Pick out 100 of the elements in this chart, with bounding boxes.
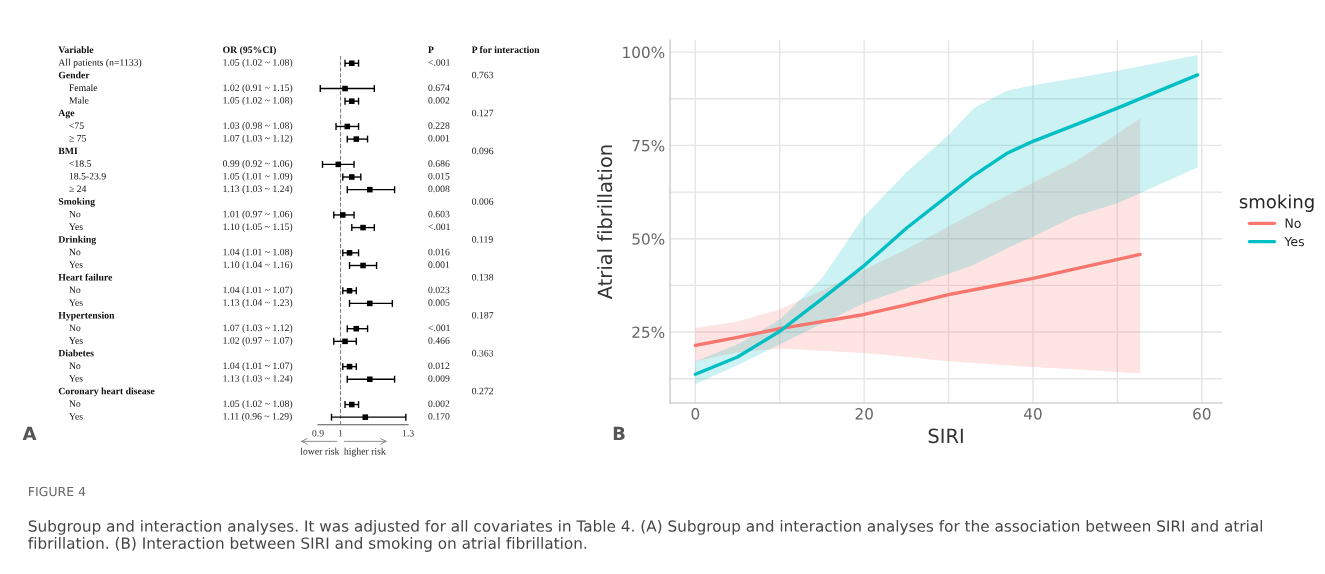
- text: 0.674: [428, 84, 450, 92]
- text: 0.012: [428, 362, 450, 370]
- category-label: Yes: [69, 261, 83, 268]
- point: [349, 401, 355, 408]
- point: [340, 212, 346, 218]
- point: [342, 85, 348, 92]
- data-label: 1.04 (1.01 ~ 1.07): [223, 286, 293, 296]
- point: [349, 174, 355, 180]
- category-label: No: [69, 400, 81, 407]
- text: Variable: [58, 46, 94, 54]
- x-tick-label: 20: [855, 408, 873, 420]
- x-tick-label: 0: [691, 408, 700, 420]
- category-label: All patients (n=1133): [58, 58, 142, 68]
- text: lower risk: [300, 447, 340, 455]
- text: <.001: [428, 324, 450, 332]
- point: [346, 288, 353, 294]
- point: [360, 262, 366, 269]
- text: 0.096: [472, 147, 494, 155]
- category-label: Yes: [69, 375, 83, 382]
- text: 0.006: [472, 198, 494, 205]
- text: B: [613, 426, 625, 440]
- text: 0.005: [428, 299, 450, 306]
- category-label: Age: [58, 109, 75, 119]
- text: 0.127: [472, 109, 494, 117]
- category-label: Drinking: [58, 235, 97, 245]
- point: [362, 414, 369, 420]
- data-label: 1.05 (1.02 ~ 1.08): [223, 400, 293, 409]
- data-label: 1.05 (1.02 ~ 1.08): [223, 96, 293, 106]
- text: 0.016: [428, 248, 450, 256]
- category-label: Yes: [69, 413, 83, 420]
- caption: FIGURE 4: [29, 486, 86, 497]
- point: [367, 186, 373, 193]
- category-label: Yes: [69, 223, 83, 231]
- text: <.001: [428, 223, 450, 231]
- category-label: No: [69, 210, 81, 218]
- text: 0.008: [428, 185, 450, 193]
- data-label: 1.04 (1.01 ~ 1.07): [223, 362, 293, 372]
- category-label: Yes: [69, 299, 83, 306]
- y-axis-title: Atrial fibrillation: [597, 145, 613, 300]
- data-label: 0.99 (0.92 ~ 1.06): [222, 159, 293, 169]
- category-label: No: [69, 324, 81, 332]
- data-label: 1.10 (1.04 ~ 1.16): [223, 261, 293, 270]
- category-label: Diabetes: [58, 349, 94, 357]
- data-label: 1.04 (1.01 ~ 1.08): [223, 248, 293, 258]
- legend-title: smoking: [1239, 194, 1314, 212]
- y-tick-label: 100%: [623, 46, 665, 59]
- point: [349, 60, 355, 67]
- text: 0.015: [428, 172, 450, 180]
- point: [360, 224, 366, 231]
- category-label: Coronary heart disease: [58, 387, 155, 397]
- text: <.001: [428, 59, 450, 66]
- category-label: ≥ 75: [69, 135, 87, 142]
- x-tick-label: 40: [1024, 408, 1042, 420]
- data-label: 1.01 (0.97 ~ 1.06): [223, 210, 293, 220]
- legend-label: Yes: [1284, 236, 1305, 247]
- text: P for interaction: [471, 46, 540, 54]
- legend-label: No: [1285, 218, 1301, 228]
- data-label: 1.05 (1.02 ~ 1.08): [223, 58, 293, 68]
- data-label: 1.13 (1.03 ~ 1.24): [223, 374, 293, 384]
- text: 0.002: [428, 400, 450, 408]
- point: [367, 376, 373, 383]
- text: 0.272: [472, 387, 494, 395]
- category-label: No: [69, 248, 81, 256]
- text: A: [22, 426, 37, 440]
- y-tick-label: 25%: [632, 326, 665, 339]
- text: higher risk: [344, 447, 386, 457]
- data-label: 1.05 (1.01 ~ 1.09): [223, 172, 293, 182]
- category-label: No: [69, 362, 81, 370]
- point: [335, 161, 342, 168]
- category-label: Smoking: [58, 197, 95, 207]
- category-label: BMI: [58, 147, 78, 155]
- text: 0.009: [428, 375, 450, 382]
- category-label: ≥ 24: [69, 185, 87, 192]
- data-label: 1.02 (0.91 ~ 1.15): [223, 84, 293, 93]
- y-tick-label: 75%: [632, 139, 665, 152]
- text: 0.001: [428, 261, 450, 268]
- x-tick-label: 60: [1193, 408, 1211, 420]
- text: 0.228: [428, 122, 450, 129]
- point: [342, 338, 348, 345]
- point: [353, 136, 360, 142]
- category-label: Female: [69, 84, 98, 91]
- data-label: 1.02 (0.97 ~ 1.07): [223, 336, 293, 346]
- text: P: [428, 46, 434, 53]
- text: 0.603: [428, 210, 450, 218]
- point: [367, 300, 373, 307]
- data-label: 1.03 (0.98 ~ 1.08): [223, 122, 293, 131]
- text: OR (95%CI): [223, 46, 276, 56]
- y-tick-label: 50%: [632, 233, 665, 245]
- text: 0.002: [428, 97, 450, 104]
- data-label: 1.07 (1.03 ~ 1.12): [223, 324, 293, 334]
- category-label: <18.5: [69, 160, 92, 167]
- x-tick-label: 0.9: [312, 429, 324, 437]
- data-label: 1.10 (1.05 ~ 1.15): [223, 223, 293, 232]
- data-label: 1.13 (1.04 ~ 1.23): [223, 299, 293, 308]
- x-axis-title: SIRI: [928, 428, 963, 444]
- text: 0.023: [428, 286, 450, 294]
- category-label: Heart failure: [58, 273, 113, 281]
- x-tick-label: 1: [338, 429, 343, 437]
- text: 0.466: [428, 337, 450, 344]
- category-label: No: [69, 286, 81, 294]
